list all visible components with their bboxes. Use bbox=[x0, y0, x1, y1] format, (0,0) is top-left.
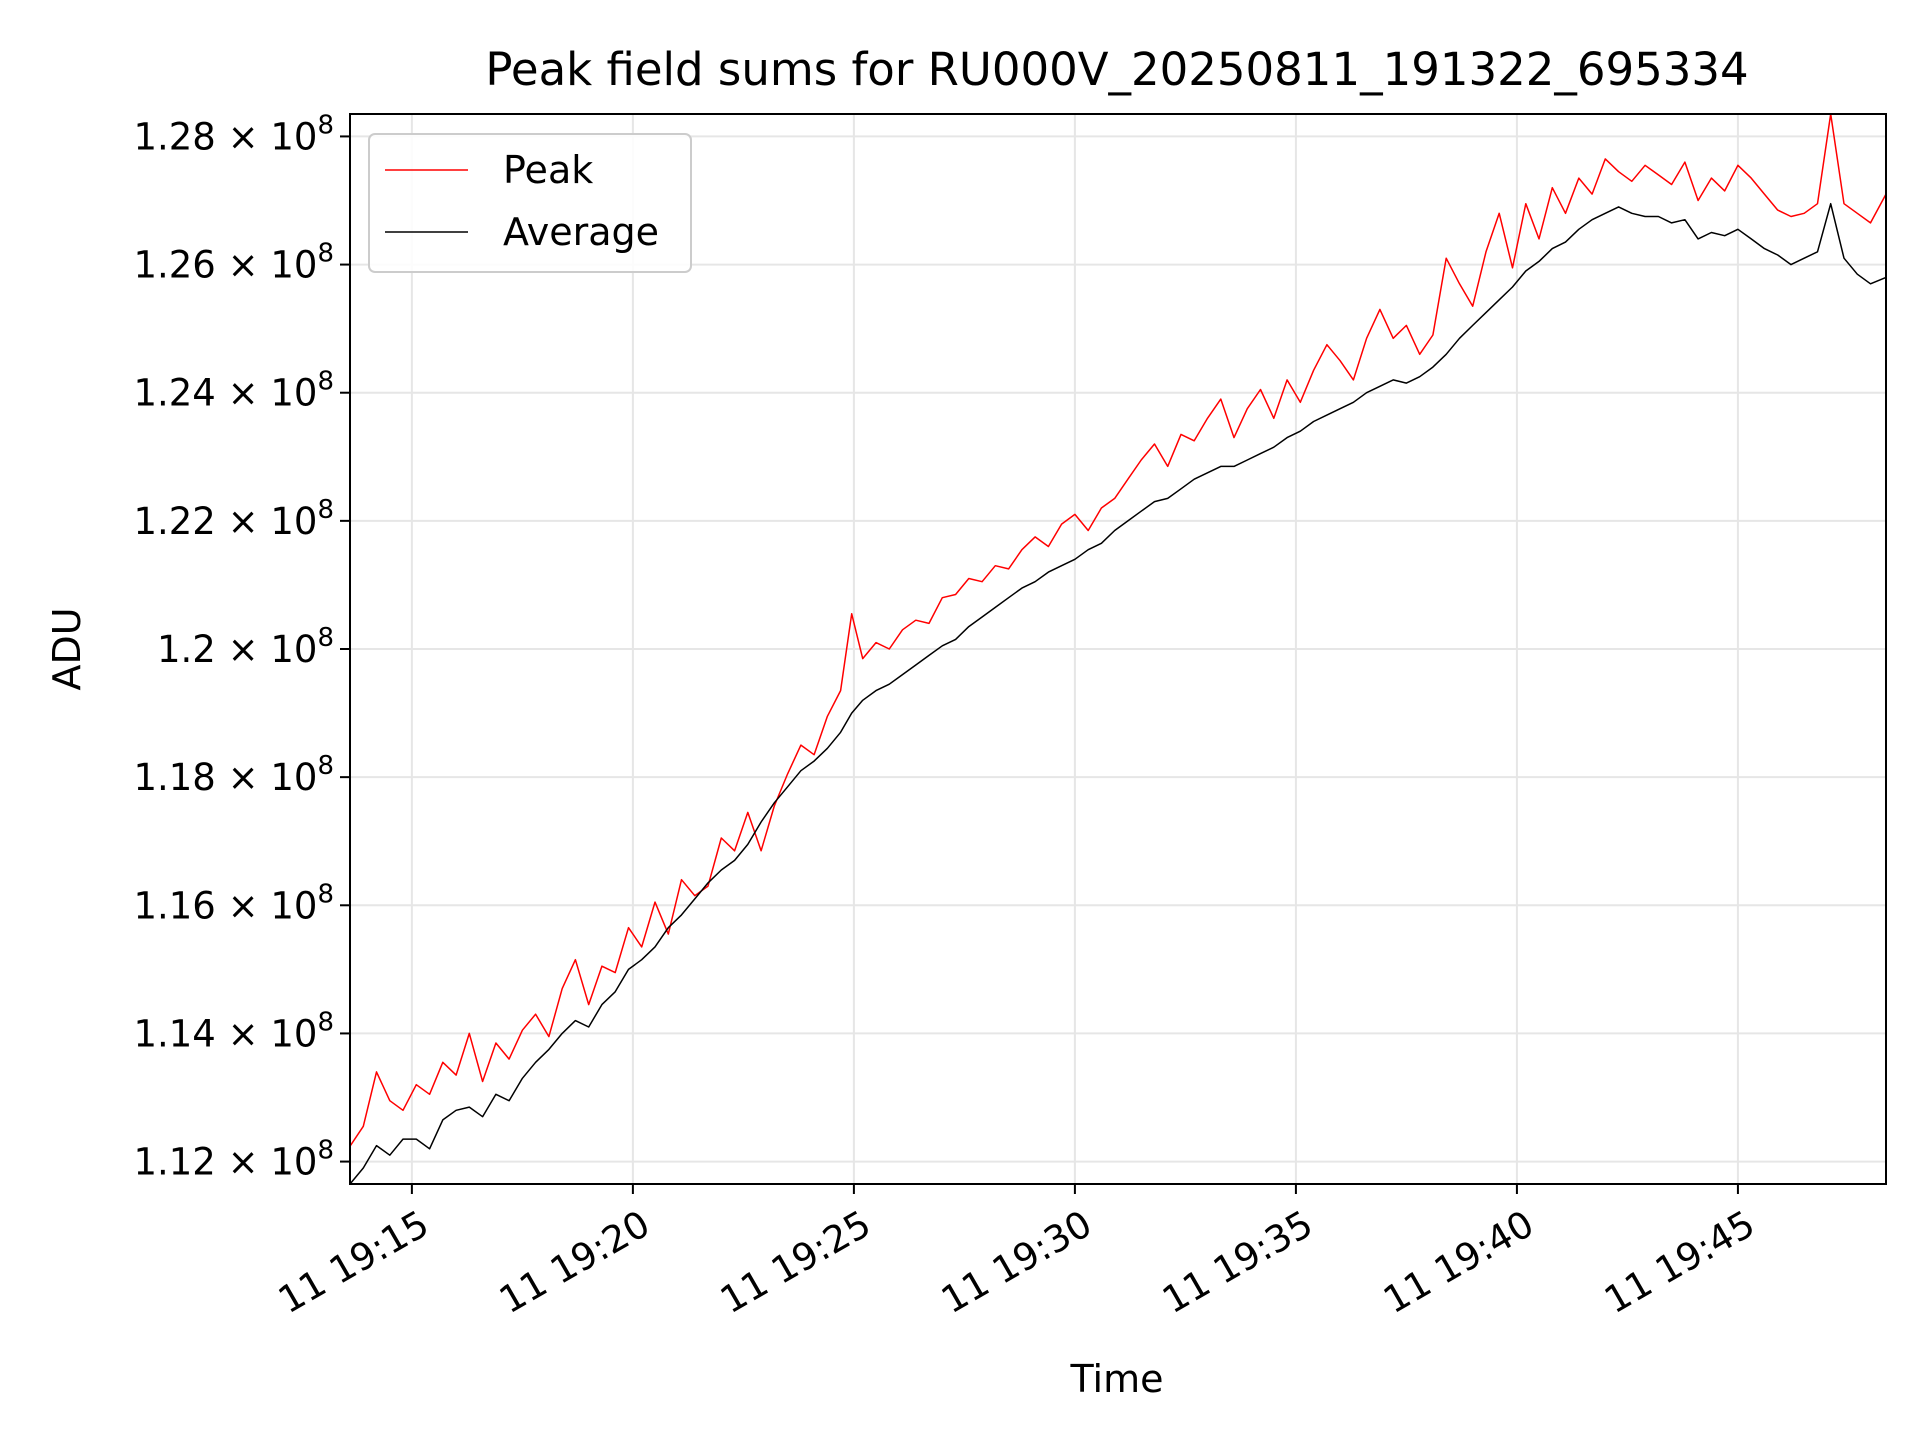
y-tick-label: 1.12 × 108 bbox=[133, 1136, 334, 1184]
x-axis-label: Time bbox=[1070, 1357, 1164, 1401]
y-axis-label: ADU bbox=[45, 607, 89, 690]
y-tick-label: 1.14 × 108 bbox=[133, 1007, 334, 1055]
y-tick-label: 1.28 × 108 bbox=[133, 110, 334, 158]
legend[interactable]: Peak Average bbox=[368, 133, 692, 273]
y-tick-label: 1.18 × 108 bbox=[133, 751, 334, 799]
legend-label-average: Average bbox=[503, 210, 659, 254]
grid bbox=[350, 114, 1886, 1184]
y-tick-label: 1.16 × 108 bbox=[133, 879, 334, 927]
chart-title: Peak field sums for RU000V_20250811_1913… bbox=[485, 43, 1748, 96]
y-tick-label: 1.24 × 108 bbox=[133, 367, 334, 415]
series-line-average bbox=[349, 202, 1887, 1185]
legend-label-peak: Peak bbox=[503, 148, 593, 192]
plot-area: 11 19:15 11 19:20 11 19:25 11 19:30 11 19:35… bbox=[133, 110, 1887, 1322]
y-tick-label: 1.22 × 108 bbox=[133, 495, 334, 543]
legend-box bbox=[368, 133, 692, 273]
y-tick-label: 1.2 × 108 bbox=[157, 623, 334, 671]
series-layer bbox=[349, 113, 1887, 1185]
series-line-peak bbox=[349, 113, 1887, 1147]
y-tick-label: 1.26 × 108 bbox=[133, 239, 334, 287]
